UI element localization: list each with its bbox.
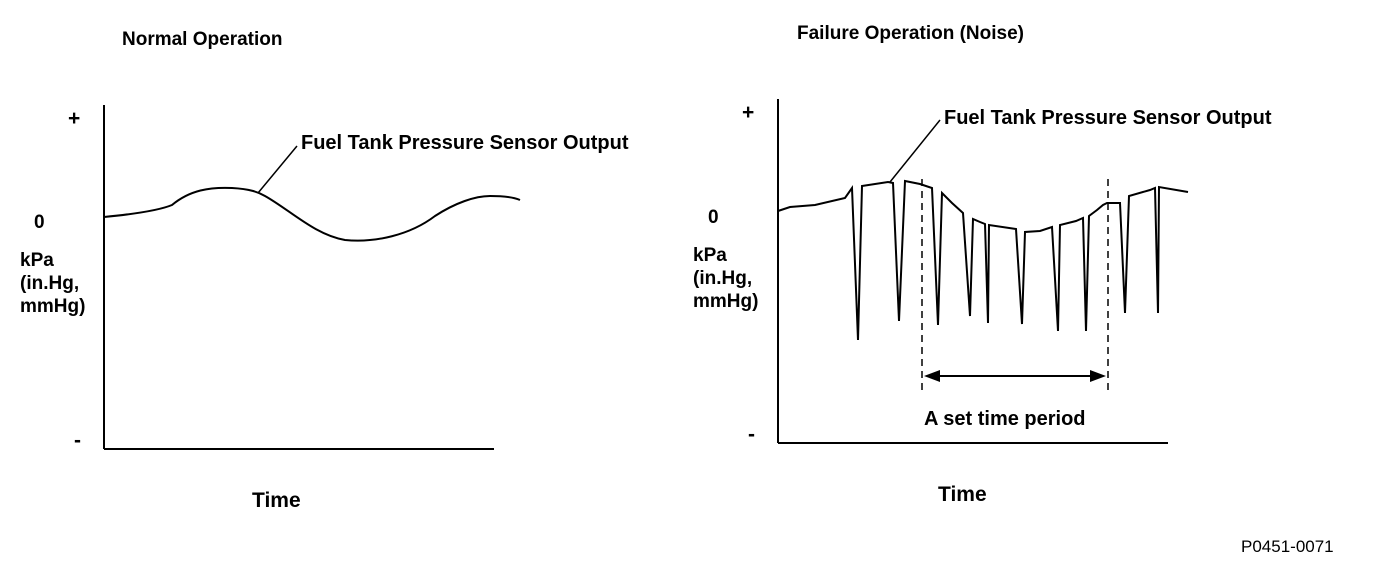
left-y-plus-label: + xyxy=(68,107,81,130)
right-y-minus-label: - xyxy=(748,423,755,446)
figure-code: P0451-0071 xyxy=(1241,537,1334,556)
period-arrow xyxy=(924,370,1106,382)
right-axes xyxy=(777,99,1168,444)
left-axes xyxy=(103,105,494,450)
right-y-unit-label: kPa (in.Hg, mmHg) xyxy=(693,245,759,312)
right-y-zero-label: 0 xyxy=(708,207,719,228)
left-sensor-waveform xyxy=(103,186,521,242)
right-sensor-waveform xyxy=(777,179,1189,341)
period-arrow-left-head xyxy=(924,370,940,382)
right-x-axis-label: Time xyxy=(938,483,987,506)
left-x-axis-label: Time xyxy=(252,489,301,512)
right-panel-title: Failure Operation (Noise) xyxy=(797,23,1024,44)
right-callout-label: Fuel Tank Pressure Sensor Output xyxy=(944,107,1272,129)
left-y-zero-label: 0 xyxy=(34,212,45,233)
right-y-plus-label: + xyxy=(742,101,755,124)
right-callout-leader xyxy=(889,119,941,183)
period-arrow-right-head xyxy=(1090,370,1106,382)
left-panel-title: Normal Operation xyxy=(122,29,283,50)
left-callout-leader xyxy=(257,145,298,194)
period-label: A set time period xyxy=(924,408,1086,430)
left-y-minus-label: - xyxy=(74,429,81,452)
left-callout-label: Fuel Tank Pressure Sensor Output xyxy=(301,132,629,154)
left-y-unit-label: kPa (in.Hg, mmHg) xyxy=(20,250,86,317)
